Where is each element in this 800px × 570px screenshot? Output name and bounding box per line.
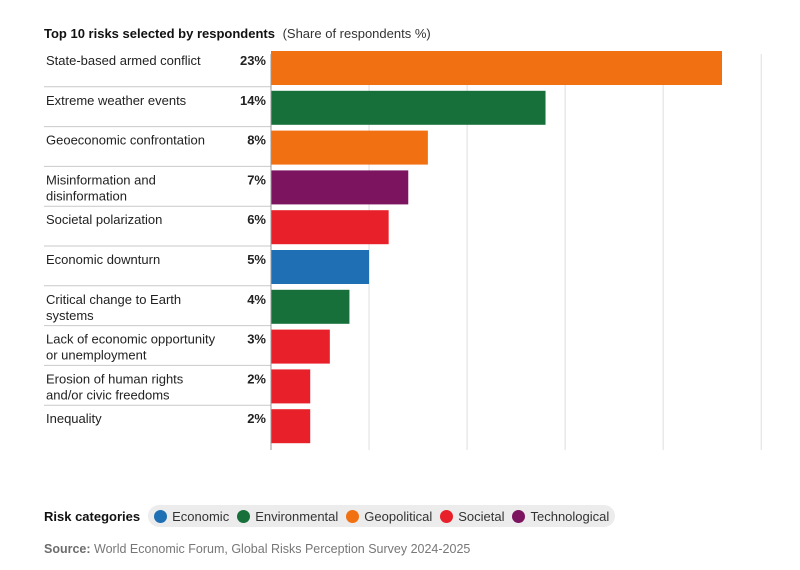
legend-item-environmental: Environmental [237, 509, 338, 524]
legend-items: Economic Environmental Geopolitical Soci… [148, 505, 616, 527]
economic-dot-icon [154, 509, 168, 523]
source-note: Source: World Economic Forum, Global Ris… [44, 542, 470, 556]
value-label: 2% [247, 371, 266, 386]
bar-chart: State-based armed conflict 23% Extreme wea… [44, 51, 762, 450]
legend-label: Technological [530, 508, 610, 524]
legend-heading: Risk categories [44, 508, 141, 524]
value-label: 6% [247, 212, 266, 227]
category-label: Economic downturn [46, 252, 160, 267]
geopolitical-dot-icon [346, 509, 360, 523]
legend-item-societal: Societal [440, 509, 504, 524]
category-label: Lack of economic opportunity or unemploym… [46, 332, 216, 363]
category-label: Critical change to Earth systems [46, 292, 181, 323]
bar [271, 210, 389, 245]
chart-title: Top 10 risks selected by respondents (Sh… [44, 26, 431, 41]
value-label: 3% [247, 332, 266, 347]
bar [271, 329, 330, 364]
bar [271, 170, 409, 205]
bar [271, 369, 311, 404]
category-label: Extreme weather events [46, 93, 187, 108]
value-label: 7% [247, 172, 266, 187]
legend-label: Economic [172, 508, 230, 524]
source-label: Source: [44, 542, 91, 556]
environmental-dot-icon [237, 509, 251, 523]
bar [271, 250, 370, 284]
bar [271, 90, 546, 125]
value-label: 5% [247, 252, 266, 267]
category-label: Misinformation and disinformation [46, 172, 156, 203]
category-label: Geoeconomic confrontation [46, 133, 205, 148]
category-label: Societal polarization [46, 212, 162, 227]
value-label: 4% [247, 292, 266, 307]
value-label: 2% [247, 411, 266, 426]
category-label: Inequality [46, 411, 102, 426]
value-label: 23% [240, 53, 266, 68]
legend-item-economic: Economic [154, 509, 229, 524]
technological-dot-icon [512, 509, 526, 523]
bar [271, 51, 722, 85]
societal-dot-icon [440, 509, 454, 523]
chart-title-subtitle: (Share of respondents %) [282, 26, 431, 41]
value-label: 8% [247, 133, 266, 148]
legend-label: Societal [458, 508, 505, 524]
chart-title-main: Top 10 risks selected by respondents [44, 26, 275, 41]
legend-label: Environmental [255, 508, 339, 524]
bar [271, 130, 428, 165]
value-label: 14% [240, 93, 266, 108]
category-label: Erosion of human rights and/or civic free… [46, 371, 184, 402]
legend-label: Geopolitical [364, 508, 433, 524]
category-label: State-based armed conflict [46, 53, 201, 68]
bar [271, 289, 350, 324]
legend-item-technological: Technological [512, 509, 609, 524]
bar [271, 409, 311, 444]
legend: Risk categories Economic Environmental G… [44, 505, 616, 527]
legend-item-geopolitical: Geopolitical [346, 509, 432, 524]
source-text: World Economic Forum, Global Risks Perce… [94, 542, 471, 556]
